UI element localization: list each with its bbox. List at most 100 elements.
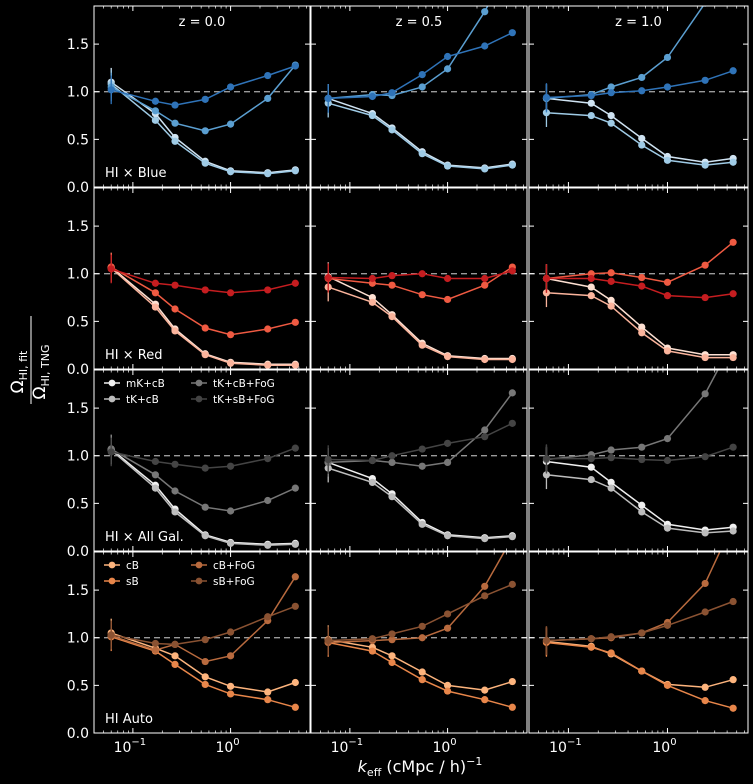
series-line — [327, 286, 513, 361]
data-point — [264, 71, 272, 80]
data-point — [201, 464, 209, 472]
data-point — [226, 83, 235, 91]
data-point — [226, 628, 235, 636]
data-point — [638, 323, 646, 331]
x-label-units: (cMpc / h) — [381, 757, 466, 776]
data-point — [171, 487, 179, 495]
series-group — [542, 370, 737, 537]
data-point — [607, 454, 615, 462]
data-point — [264, 696, 272, 704]
y-tick-label: 1.0 — [67, 85, 89, 101]
x-tick-label: 100 — [432, 737, 456, 756]
legend-label: mK+cB — [126, 378, 165, 390]
data-point — [388, 126, 396, 134]
data-point — [701, 390, 709, 398]
panel-frame — [310, 551, 528, 734]
x-label-sub: eff — [367, 766, 382, 779]
data-point — [607, 269, 615, 277]
data-point — [638, 629, 646, 637]
data-point — [226, 331, 235, 339]
y-label-numerator: Ω — [8, 380, 28, 393]
data-point — [291, 540, 299, 548]
data-point — [663, 434, 672, 443]
data-point — [368, 92, 376, 101]
data-point — [607, 633, 615, 641]
data-point — [638, 273, 646, 282]
data-point — [418, 291, 426, 299]
data-point — [663, 681, 672, 689]
x-tick-label: 10−1 — [331, 737, 364, 756]
data-point — [291, 678, 299, 687]
data-point — [701, 161, 709, 169]
data-point — [481, 8, 489, 16]
data-point — [508, 355, 516, 364]
data-point — [443, 610, 452, 618]
data-point — [291, 602, 299, 610]
data-point — [701, 529, 709, 537]
x-tick-label: 10−1 — [549, 737, 582, 756]
row-label: HI × All Gal. — [105, 530, 184, 545]
data-point — [638, 141, 646, 149]
data-point — [388, 272, 396, 280]
data-point — [291, 167, 299, 175]
data-point — [201, 657, 209, 666]
data-point — [368, 111, 376, 120]
data-point — [226, 120, 235, 128]
y-tick-label: 1.0 — [67, 449, 89, 465]
series-line — [546, 640, 734, 689]
series-group — [542, 238, 737, 362]
y-tick-label: 0.5 — [67, 132, 89, 148]
data-point — [443, 681, 452, 689]
data-point — [638, 73, 646, 82]
data-point — [201, 636, 209, 644]
panel-frame — [528, 187, 749, 370]
data-point — [171, 119, 179, 127]
y-tick-label: 0.5 — [67, 496, 89, 512]
data-point — [418, 668, 426, 676]
data-point — [226, 690, 235, 698]
data-point — [171, 305, 179, 313]
data-point — [729, 67, 737, 75]
y-tick-label: 0.0 — [67, 544, 89, 560]
panel-r0-c1: z = 0.5 — [310, 5, 528, 188]
data-point — [729, 158, 737, 166]
data-point — [729, 676, 737, 684]
panel-frame — [93, 187, 311, 370]
data-point — [388, 89, 396, 97]
data-point — [171, 652, 179, 660]
panel-r0-c2: z = 1.0 — [528, 5, 749, 188]
data-point — [701, 453, 709, 461]
data-point — [388, 458, 396, 467]
data-point — [368, 635, 376, 643]
data-point — [368, 478, 376, 487]
svg-text:ΩHI, fit: ΩHI, fit — [8, 350, 30, 393]
legend-marker — [108, 379, 116, 387]
data-point — [264, 286, 272, 294]
data-point — [291, 318, 299, 326]
data-point — [481, 592, 489, 600]
data-point — [418, 676, 426, 684]
data-point — [729, 353, 737, 362]
data-point — [729, 597, 737, 606]
data-point — [607, 89, 615, 97]
data-point — [201, 159, 209, 167]
data-point — [388, 452, 396, 460]
x-tick-label: 100 — [652, 737, 676, 756]
series-line — [327, 467, 513, 540]
data-point — [151, 279, 159, 287]
data-point — [638, 443, 646, 451]
data-point — [663, 156, 672, 164]
data-point — [638, 87, 646, 95]
legend-marker — [108, 395, 116, 403]
data-point — [226, 539, 235, 547]
data-point — [291, 573, 299, 581]
series-line — [546, 277, 734, 356]
data-point — [201, 351, 209, 359]
data-point — [587, 475, 595, 484]
data-point — [607, 478, 615, 487]
data-point — [663, 456, 672, 465]
data-point — [481, 686, 489, 694]
data-point — [418, 520, 426, 528]
data-point — [443, 532, 452, 540]
data-point — [587, 91, 595, 100]
